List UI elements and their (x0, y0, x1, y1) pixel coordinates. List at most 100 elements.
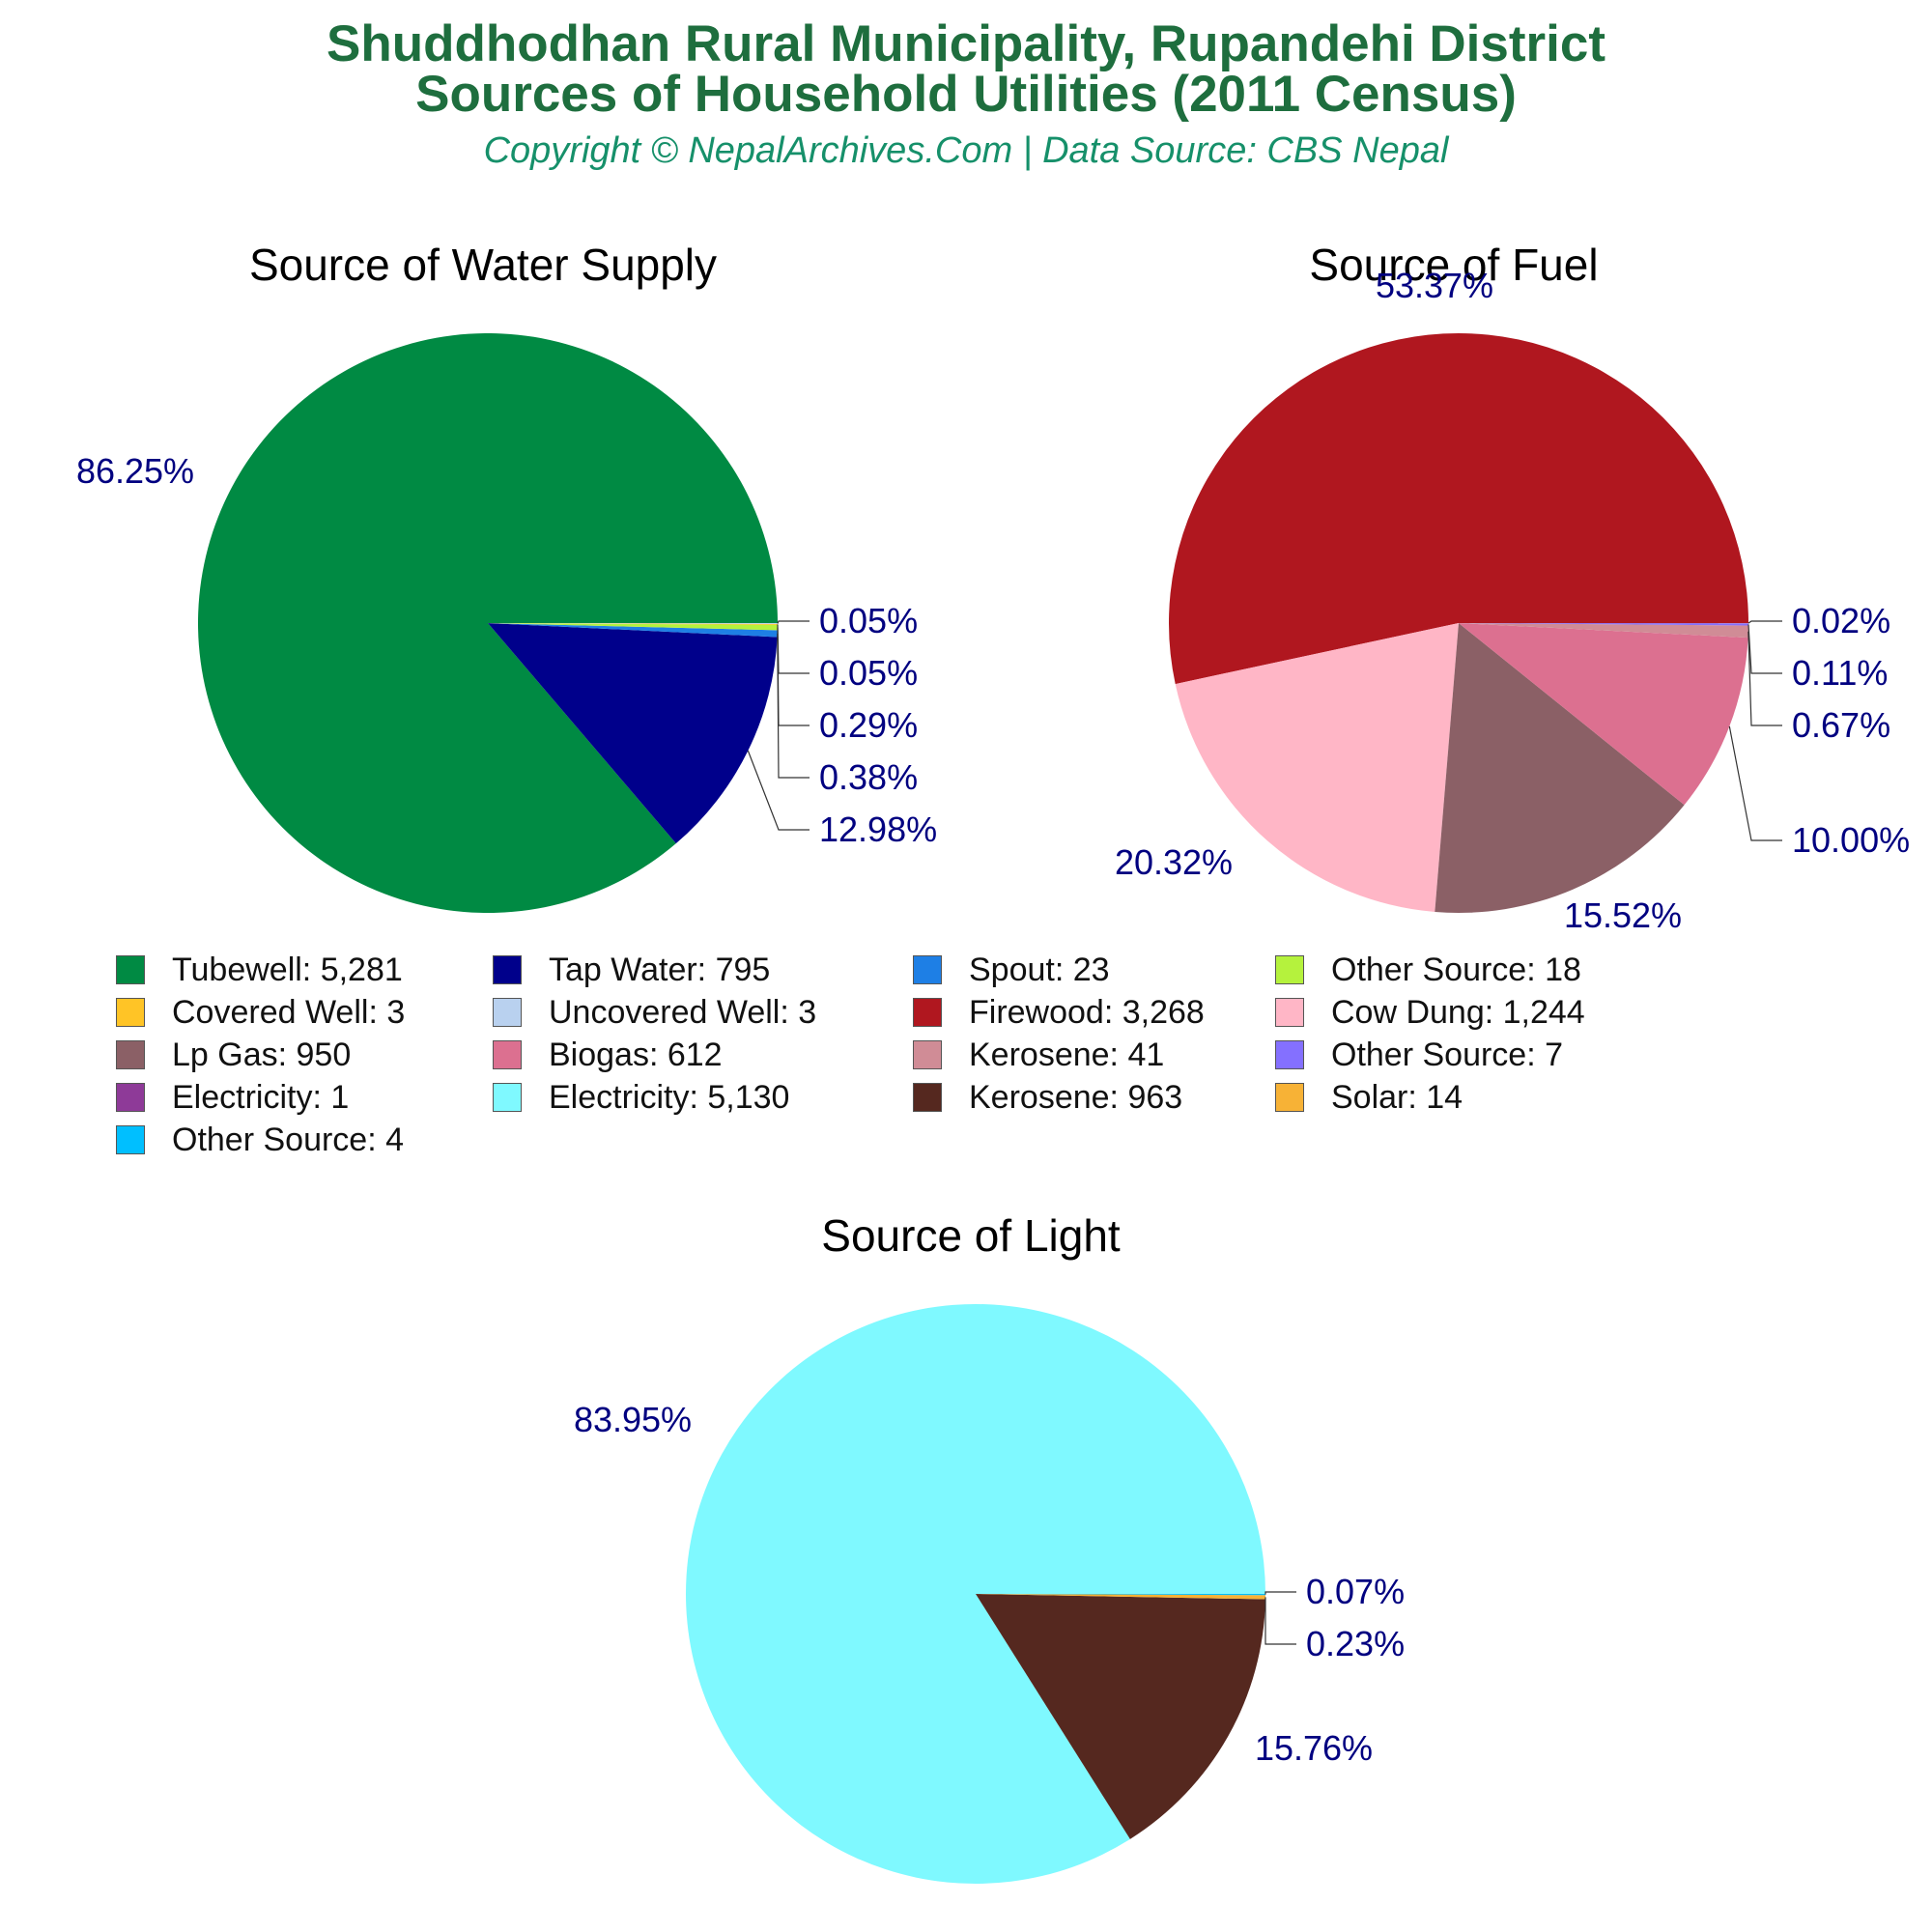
pct-label-fuel-1: 20.32% (1115, 842, 1233, 882)
pct-label-water-3: 0.29% (819, 705, 918, 745)
pie-slice-water-4 (488, 623, 778, 625)
leader-line-fuel-5 (1747, 624, 1782, 674)
chart-title-fuel: Source of Fuel (1309, 240, 1598, 290)
legend-swatch (913, 998, 942, 1027)
legend-item: Solar: 14 (1275, 1078, 1463, 1117)
legend-label: Cow Dung: 1,244 (1331, 993, 1585, 1031)
pie-chart-light: Source of Light 83.95% 15.76% 0.07% 0.23% (574, 1210, 1405, 1884)
legend-label: Other Source: 7 (1331, 1036, 1564, 1073)
pie-chart-water-supply: Source of Water Supply 86.25% 0.05% 0.05% 0… (76, 240, 937, 914)
subtitle: Copyright © NepalArchives.Com | Data Sou… (483, 130, 1449, 171)
legend-item: Cow Dung: 1,244 (1275, 993, 1585, 1032)
legend-label: Other Source: 18 (1331, 951, 1581, 988)
pct-label-water-1: 12.98% (819, 810, 937, 849)
legend-swatch (493, 1040, 522, 1069)
pct-label-water-5: 0.05% (819, 601, 918, 640)
legend-item: Firewood: 3,268 (913, 993, 1205, 1032)
legend-label: Firewood: 3,268 (969, 993, 1205, 1031)
legend-swatch (116, 1040, 145, 1069)
legend-swatch (1275, 998, 1304, 1027)
legend-swatch (493, 1083, 522, 1112)
legend-label: Other Source: 4 (172, 1121, 405, 1158)
legend-item: Electricity: 5,130 (493, 1078, 789, 1117)
legend-item: Other Source: 4 (116, 1121, 404, 1159)
legend-swatch (1275, 1040, 1304, 1069)
pie-chart-fuel: Source of Fuel 53.37% 20.32% 15.52% 0.02% 0.… (1115, 240, 1910, 935)
pct-label-light-1: 15.76% (1255, 1728, 1373, 1768)
pie-slice-fuel-0 (1169, 332, 1748, 685)
legend-swatch (913, 955, 942, 984)
legend-swatch (913, 1083, 942, 1112)
legend-label: Tap Water: 795 (549, 951, 771, 988)
legend-swatch (493, 998, 522, 1027)
legend-label: Kerosene: 41 (969, 1036, 1165, 1073)
legend-item: Covered Well: 3 (116, 993, 405, 1032)
pie-slice-fuel-4 (1459, 623, 1748, 639)
pie-slice-light-1 (976, 1594, 1265, 1839)
legend-swatch (913, 1040, 942, 1069)
chart-title-water-supply: Source of Water Supply (249, 240, 717, 290)
leader-line-water-2 (777, 633, 810, 779)
legend-item: Tubewell: 5,281 (116, 951, 403, 989)
leader-line-fuel-4 (1747, 631, 1782, 726)
legend-label: Kerosene: 963 (969, 1078, 1183, 1116)
leader-line-light-2 (1264, 1597, 1296, 1645)
legend-label: Tubewell: 5,281 (172, 951, 403, 988)
legend-item: Spout: 23 (913, 951, 1110, 989)
legend-swatch (116, 1083, 145, 1112)
legend-swatch (116, 1125, 145, 1154)
pie-slice-fuel-2 (1435, 623, 1685, 913)
pie-slice-water-5 (488, 623, 778, 624)
pie-slice-light-2 (976, 1594, 1265, 1600)
legend-label: Covered Well: 3 (172, 993, 406, 1031)
legend-swatch (116, 955, 145, 984)
legend-item: Uncovered Well: 3 (493, 993, 816, 1032)
pct-label-light-3: 0.07% (1306, 1572, 1405, 1611)
legend-swatch (493, 955, 522, 984)
pct-label-light-2: 0.23% (1306, 1624, 1405, 1663)
leader-line-water-3 (777, 627, 810, 726)
leader-line-fuel-6 (1747, 620, 1782, 624)
pct-label-light-0: 83.95% (574, 1400, 692, 1439)
pct-label-water-2: 0.38% (819, 757, 918, 797)
legend-item: Lp Gas: 950 (116, 1036, 351, 1074)
pie-slice-fuel-3 (1459, 623, 1748, 806)
legend-item: Biogas: 612 (493, 1036, 723, 1074)
pct-label-fuel-3: 10.00% (1792, 820, 1910, 860)
pie-slice-water-2 (488, 623, 778, 638)
pct-label-water-0: 86.25% (76, 451, 194, 491)
pct-label-fuel-0: 53.37% (1376, 266, 1493, 305)
main-title-line-1: Shuddhodhan Rural Municipality, Rupandeh… (326, 15, 1606, 72)
leader-line-fuel-3 (1728, 725, 1782, 841)
leader-line-water-4 (777, 624, 810, 674)
pie-slice-fuel-1 (1175, 623, 1459, 912)
legend-label: Electricity: 5,130 (549, 1078, 790, 1116)
pct-label-fuel-5: 0.11% (1792, 653, 1888, 693)
legend-label: Electricity: 1 (172, 1078, 350, 1116)
legend-label: Lp Gas: 950 (172, 1036, 352, 1073)
leader-line-water-5 (777, 620, 810, 624)
legend-item: Kerosene: 41 (913, 1036, 1164, 1074)
chart-title-light: Source of Light (821, 1210, 1121, 1261)
legend-swatch (1275, 1083, 1304, 1112)
leader-line-water-1 (747, 750, 810, 831)
legend-item: Tap Water: 795 (493, 951, 770, 989)
main-title-line-2: Sources of Household Utilities (2011 Cen… (415, 66, 1517, 123)
pie-slice-fuel-5 (1459, 623, 1748, 626)
pie-slice-water-0 (198, 333, 778, 914)
pie-slice-water-3 (488, 623, 778, 631)
legend-item: Kerosene: 963 (913, 1078, 1182, 1117)
legend-label: Solar: 14 (1331, 1078, 1463, 1116)
pct-label-fuel-4: 0.67% (1792, 705, 1890, 745)
pct-label-fuel-6: 0.02% (1792, 601, 1890, 640)
legend-swatch (116, 998, 145, 1027)
legend-label: Spout: 23 (969, 951, 1110, 988)
legend-label: Uncovered Well: 3 (549, 993, 817, 1031)
legend-item: Other Source: 7 (1275, 1036, 1563, 1074)
legend-swatch (1275, 955, 1304, 984)
pie-slice-water-1 (488, 623, 778, 844)
legend-label: Biogas: 612 (549, 1036, 723, 1073)
legend-item: Other Source: 18 (1275, 951, 1581, 989)
